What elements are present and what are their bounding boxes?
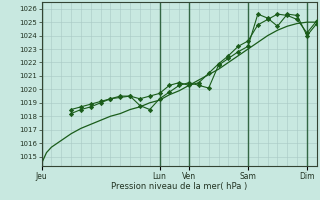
X-axis label: Pression niveau de la mer( hPa ): Pression niveau de la mer( hPa )	[111, 182, 247, 191]
